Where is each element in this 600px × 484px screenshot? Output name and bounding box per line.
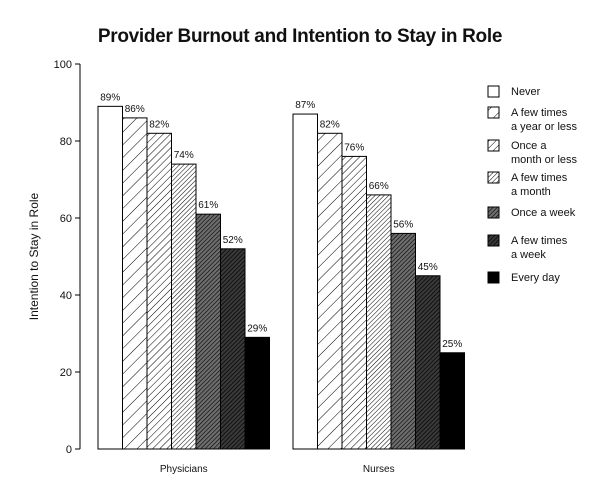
- y-tick-label: 100: [54, 59, 72, 71]
- y-tick-label: 60: [60, 213, 72, 225]
- legend-label: month or less: [511, 154, 578, 166]
- legend-label: Once a: [511, 140, 547, 152]
- data-label: 86%: [125, 104, 145, 115]
- data-label: 82%: [320, 119, 340, 130]
- data-label: 76%: [344, 142, 364, 153]
- legend-label: Once a week: [511, 207, 576, 219]
- bar: [146, 132, 172, 450]
- y-tick-label: 0: [66, 444, 72, 456]
- y-tick-label: 80: [60, 136, 72, 148]
- y-axis-label: Intention to Stay in Role: [27, 192, 41, 320]
- data-label: 87%: [295, 100, 315, 111]
- legend-swatch: [487, 106, 500, 119]
- legend-label: Every day: [511, 272, 560, 284]
- data-label: 66%: [369, 181, 389, 192]
- data-labels-group: 89% 86% 82% 74% 61% 52% 29% 87% 82% 76% 66% 56% 45% 2…: [100, 92, 462, 349]
- x-category-label: Nurses: [363, 464, 395, 475]
- chart-title: Provider Burnout and Intention to Stay i…: [97, 26, 503, 47]
- legend-label: A few times: [511, 107, 568, 119]
- data-label: 29%: [247, 323, 267, 334]
- data-label: 25%: [442, 339, 462, 350]
- legend: Never A few times a year or less Once a mont…: [487, 85, 578, 284]
- legend-label: a year or less: [511, 121, 578, 133]
- y-tick-label: 40: [60, 290, 72, 302]
- bar: [366, 194, 392, 450]
- legend-label: a month: [511, 186, 551, 198]
- bar: [171, 163, 197, 450]
- bar: [122, 117, 148, 450]
- legend-swatch: [487, 171, 500, 184]
- data-label: 45%: [418, 262, 438, 273]
- bar: [220, 248, 246, 450]
- bar: [97, 105, 123, 450]
- bar: [415, 275, 441, 450]
- data-label: 89%: [100, 92, 120, 103]
- data-label: 61%: [198, 200, 218, 211]
- legend-swatch: [487, 85, 500, 98]
- bar: [244, 336, 270, 450]
- x-category-label: Physicians: [160, 464, 208, 475]
- legend-label: A few times: [511, 235, 568, 247]
- bar: [317, 132, 343, 450]
- legend-label: Never: [511, 86, 541, 98]
- legend-label: A few times: [511, 172, 568, 184]
- y-tick-label: 20: [60, 367, 72, 379]
- legend-swatch: [487, 271, 500, 284]
- data-label: 82%: [149, 119, 169, 130]
- bar: [439, 352, 465, 450]
- bar: [341, 155, 367, 450]
- legend-swatch: [487, 234, 500, 247]
- legend-label: a week: [511, 249, 546, 261]
- legend-swatch: [487, 139, 500, 152]
- axes-group: 0 20 40 60 80 100 Intention to Stay in Role Phy…: [27, 59, 395, 475]
- data-label: 52%: [223, 235, 243, 246]
- legend-swatch: [487, 206, 500, 219]
- bar: [390, 232, 416, 450]
- bars-group: [97, 105, 465, 450]
- data-label: 74%: [174, 150, 194, 161]
- bar: [292, 113, 318, 450]
- bar: [195, 213, 221, 450]
- data-label: 56%: [393, 219, 413, 230]
